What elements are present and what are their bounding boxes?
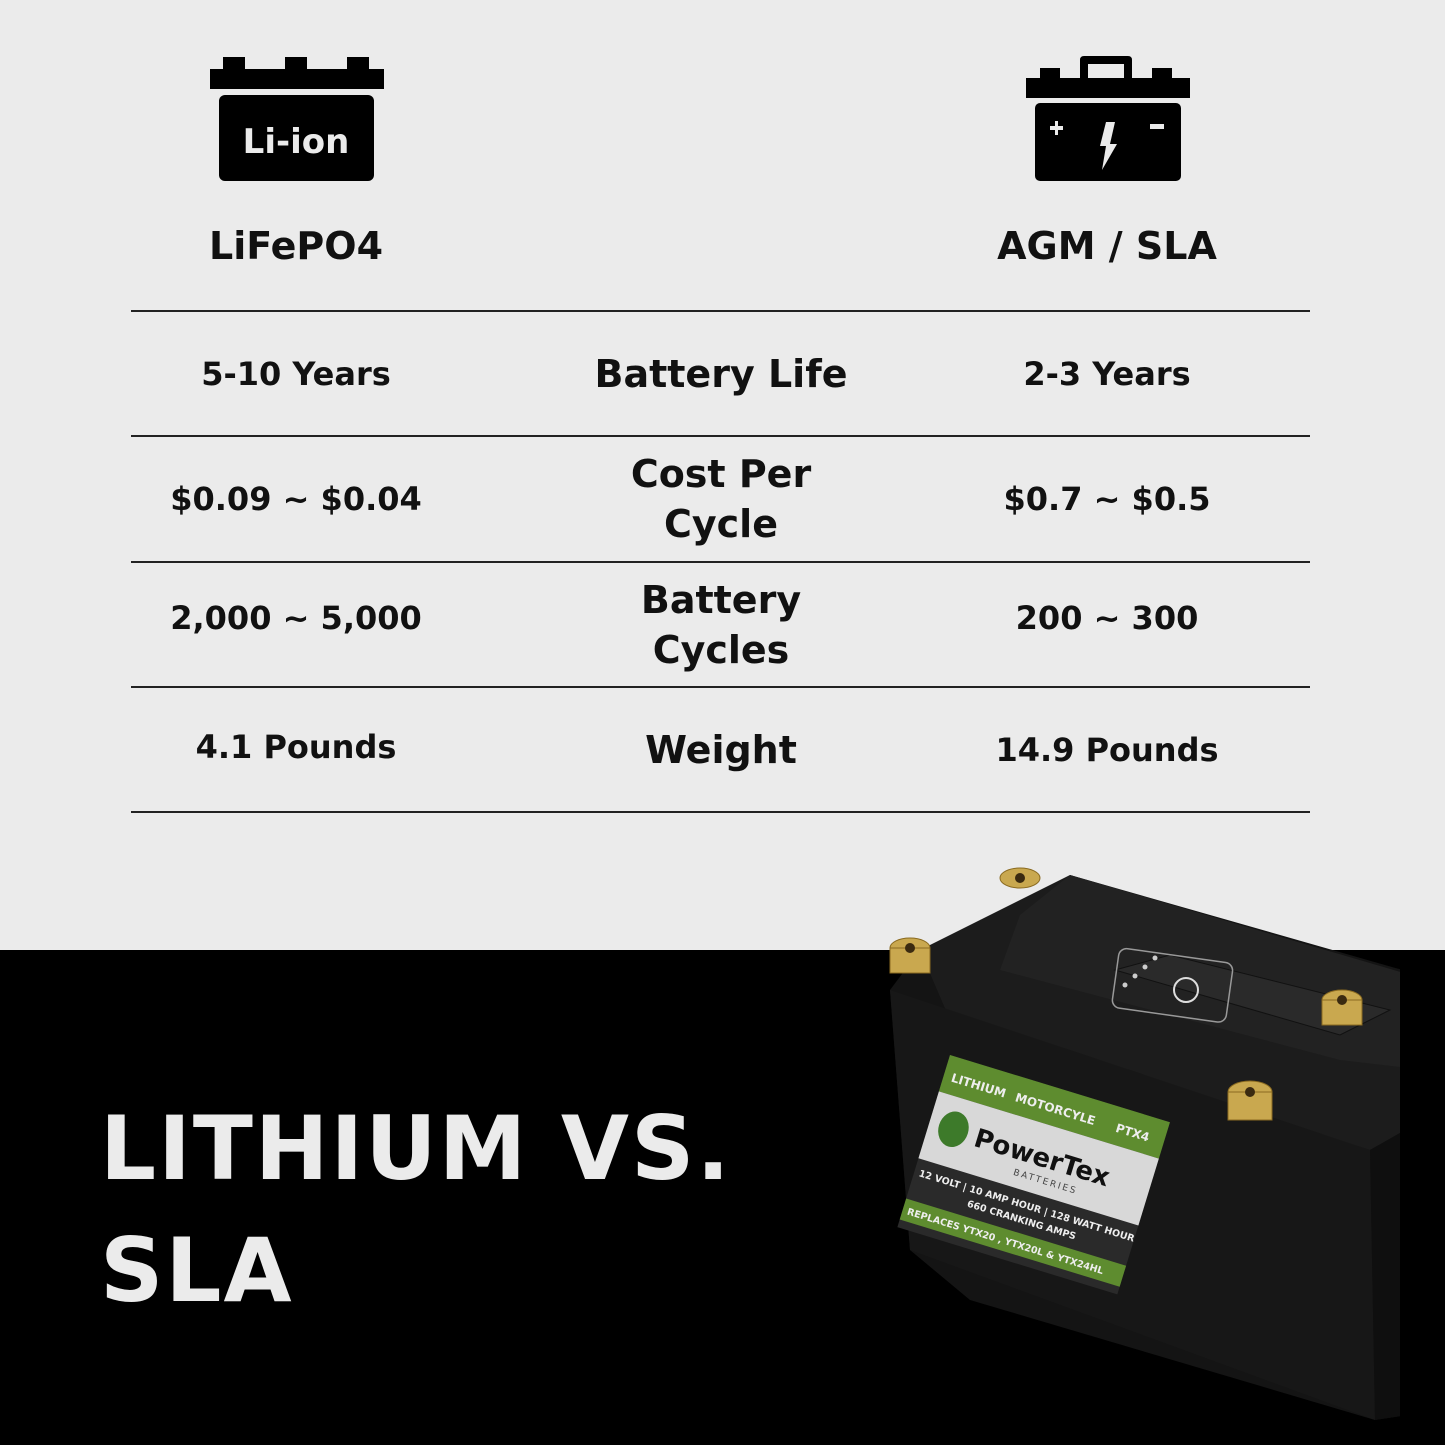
agm-column-title: AGM / SLA — [997, 224, 1217, 268]
headline-line-2: SLA — [100, 1219, 294, 1322]
li-ion-icon-text: Li-ion — [243, 122, 350, 162]
battery-product-image: LITHIUM MOTORCYLE PTX4 PowerTex BATTERIE… — [889, 867, 1400, 1420]
agm-value: 14.9 Pounds — [995, 730, 1219, 769]
divider — [131, 435, 1310, 437]
divider — [131, 811, 1310, 813]
agm-value: 200 ~ 300 — [1015, 599, 1199, 637]
lifepo4-column-title: LiFePO4 — [208, 224, 384, 268]
row-label: Battery Life — [594, 351, 848, 396]
divider — [131, 561, 1310, 563]
row-label: Cost Per Cycle — [630, 451, 812, 546]
divider — [131, 310, 1310, 312]
agm-battery-icon — [1026, 56, 1190, 181]
lifepo4-value: 4.1 Pounds — [195, 728, 397, 766]
product-label: LITHIUM MOTORCYLE PTX4 PowerTex BATTERIE… — [897, 1055, 1170, 1295]
lifepo4-value: 2,000 ~ 5,000 — [170, 599, 422, 637]
agm-value: 2-3 Years — [1023, 354, 1191, 393]
agm-value: $0.7 ~ $0.5 — [1003, 479, 1211, 518]
lifepo4-value: $0.09 ~ $0.04 — [170, 479, 422, 518]
divider — [131, 686, 1310, 688]
row-label: Battery Cycles — [640, 577, 802, 672]
power-button-icon — [1173, 977, 1199, 1003]
headline-line-1: LITHIUM VS. — [100, 1097, 732, 1200]
li-ion-battery-icon: Li-ion — [210, 57, 384, 181]
lifepo4-value: 5-10 Years — [201, 354, 391, 393]
headline: LITHIUM VS. SLA — [100, 1088, 732, 1332]
row-label: Weight — [645, 727, 797, 772]
